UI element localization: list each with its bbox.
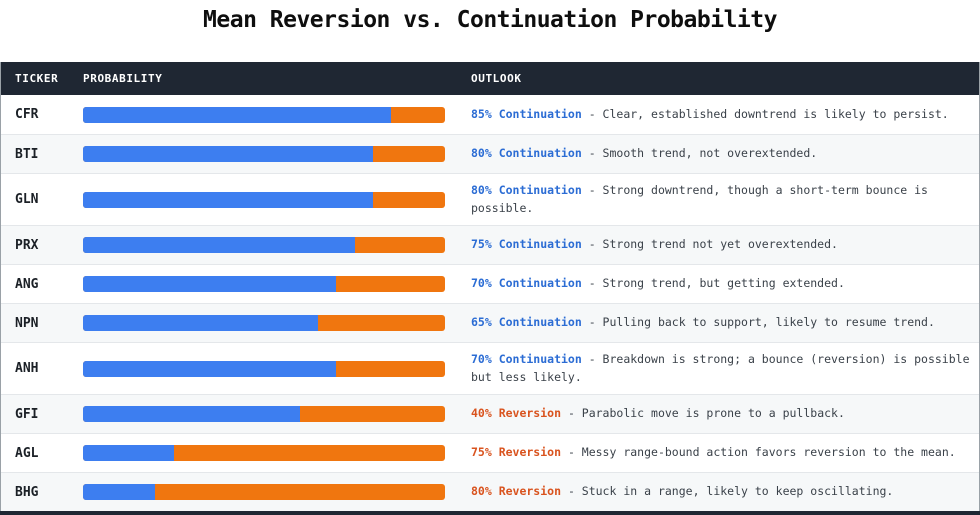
outlook-description: - Messy range-bound action favors revers… [561,445,956,460]
probability-bar-cell [81,237,463,253]
outlook-cell: 40% Reversion - Parabolic move is prone … [463,401,979,427]
table-row: CFR 85% Continuation - Clear, establishe… [1,95,979,134]
outlook-description: - Strong downtrend, though a short-term … [471,182,928,215]
ticker-label: GLN [15,192,39,207]
outlook-cell: 70% Continuation - Breakdown is strong; … [463,347,979,391]
continuation-bar-segment [83,360,337,377]
table-row: PRX 75% Continuation - Strong trend not … [1,225,979,264]
outlook-description: - Strong trend not yet overextended. [581,237,838,252]
outlook-cell: 65% Continuation - Pulling back to suppo… [463,310,979,336]
reversion-bar-segment [83,237,445,253]
ticker-label: CFR [15,107,39,122]
reversion-bar-segment [83,315,445,331]
outlook-cell: 80% Continuation - Strong downtrend, tho… [463,178,979,222]
probability-bar-cell [81,106,463,123]
outlook-probability-label: 75% Reversion [471,445,562,460]
column-header-outlook: OUTLOOK [471,72,522,85]
table-row: ANH 70% Continuation - Breakdown is stro… [1,342,979,394]
ticker-label: BHG [15,484,39,500]
outlook-cell: 85% Continuation - Clear, established do… [463,102,979,128]
table-row: ANG 70% Continuation - Strong trend, but… [1,264,979,303]
column-header-probability: PROBABILITY [83,72,163,85]
outlook-cell: 80% Reversion - Stuck in a range, likely… [463,479,979,505]
table-header-row: TICKER PROBABILITY OUTLOOK [1,62,979,95]
outlook-cell: 70% Continuation - Strong trend, but get… [463,271,979,297]
outlook-description: - Pulling back to support, likely to res… [581,315,935,330]
outlook-probability-label: 80% Continuation [471,182,582,197]
outlook-description: - Smooth trend, not overextended. [581,146,818,161]
probability-bar-cell [81,406,463,422]
table-body: CFR 85% Continuation - Clear, establishe… [1,95,979,511]
continuation-bar-segment [83,276,337,292]
continuation-bar-segment [83,445,174,461]
ticker-label: NPN [15,315,39,331]
ticker-label: BTI [15,146,39,162]
outlook-cell: 80% Continuation - Smooth trend, not ove… [463,141,979,167]
probability-bar-cell [81,146,463,162]
outlook-probability-label: 65% Continuation [471,315,582,330]
outlook-description: - Strong trend, but getting extended. [581,276,845,291]
probability-bar-cell [81,484,463,500]
probability-bar-cell [81,445,463,461]
ticker-label: PRX [15,237,39,253]
continuation-bar-segment [83,484,156,500]
continuation-bar-segment [83,106,391,123]
outlook-description: - Parabolic move is prone to a pullback. [561,406,845,421]
table-row: AGL 75% Reversion - Messy range-bound ac… [1,433,979,472]
probability-bar-cell [81,315,463,331]
reversion-bar-segment [83,146,445,162]
continuation-bar-segment [83,191,373,208]
ticker-label: ANH [15,361,39,376]
column-header-ticker: TICKER [15,72,59,85]
reversion-bar-segment [83,406,445,422]
outlook-probability-label: 40% Reversion [471,406,562,421]
outlook-probability-label: 80% Reversion [471,484,562,499]
ticker-label: ANG [15,276,39,292]
continuation-bar-segment [83,315,319,331]
outlook-cell: 75% Continuation - Strong trend not yet … [463,232,979,258]
probability-bar-cell [81,276,463,292]
table-row: BHG 80% Reversion - Stuck in a range, li… [1,472,979,511]
outlook-description: - Breakdown is strong; a bounce (reversi… [471,351,970,384]
table-row: GFI 40% Reversion - Parabolic move is pr… [1,394,979,433]
continuation-bar-segment [83,146,373,162]
outlook-probability-label: 80% Continuation [471,146,582,161]
outlook-probability-label: 75% Continuation [471,237,582,252]
outlook-probability-label: 70% Continuation [471,276,582,291]
outlook-cell: 75% Reversion - Messy range-bound action… [463,440,979,466]
outlook-probability-label: 70% Continuation [471,351,582,366]
continuation-bar-segment [83,237,355,253]
reversion-bar-segment [83,191,445,208]
reversion-bar-segment [83,484,445,500]
outlook-description: - Stuck in a range, likely to keep oscil… [561,484,894,499]
table-row: BTI 80% Continuation - Smooth trend, not… [1,134,979,173]
probability-bar-cell [81,191,463,208]
page-title: Mean Reversion vs. Continuation Probabil… [203,7,777,33]
probability-table: TICKER PROBABILITY OUTLOOK CFR 85% Conti… [0,62,980,511]
outlook-probability-label: 85% Continuation [471,106,582,121]
reversion-bar-segment [83,445,445,461]
probability-bar-cell [81,360,463,377]
ticker-label: AGL [15,445,39,461]
bottom-partial-header-strip [0,511,980,515]
ticker-label: GFI [15,406,39,422]
table-row: NPN 65% Continuation - Pulling back to s… [1,303,979,342]
continuation-bar-segment [83,406,301,422]
outlook-description: - Clear, established downtrend is likely… [581,106,949,121]
reversion-bar-segment [83,360,445,377]
reversion-bar-segment [83,276,445,292]
table-row: GLN 80% Continuation - Strong downtrend,… [1,173,979,225]
reversion-bar-segment [83,106,445,123]
